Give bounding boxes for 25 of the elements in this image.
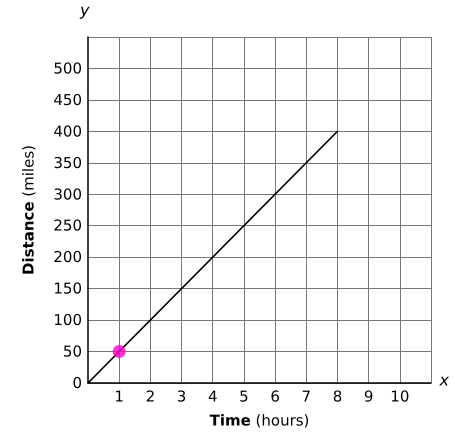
y-tick-label: 150 (53, 280, 82, 298)
x-tick-label: 10 (390, 388, 410, 406)
y-tick-label: 100 (53, 311, 82, 330)
text: y (79, 0, 90, 20)
x-tick-label: 1 (114, 388, 124, 406)
text: x (438, 370, 450, 390)
y-tick-label: 450 (53, 90, 82, 109)
y-tick-label: 400 (53, 122, 82, 140)
x-tick-label: 9 (364, 388, 374, 406)
y-axis-title: Distance (miles) (20, 144, 38, 276)
x-tick-label: 6 (270, 388, 280, 406)
x-tick-label: 3 (176, 388, 186, 406)
y-tick-label: 50 (62, 342, 82, 361)
y-tick-label: 0 (72, 374, 82, 392)
x-axis-title: Time (hours) (210, 412, 310, 430)
y-tick-label: 250 (53, 216, 82, 235)
x-tick-label: 7 (302, 388, 312, 406)
x-tick-label: 2 (146, 388, 156, 406)
x-tick-label: 4 (208, 388, 218, 406)
y-tick-label: 500 (53, 59, 82, 78)
x-tick-label: 5 (239, 388, 249, 406)
y-tick-label: 300 (53, 185, 82, 204)
x-tick-label: 8 (332, 388, 342, 406)
y-tick-label: 350 (53, 154, 82, 172)
y-tick-label: 200 (53, 248, 82, 266)
